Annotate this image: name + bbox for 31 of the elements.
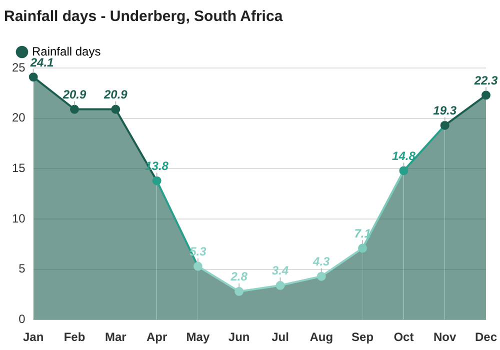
point [481,90,490,100]
data-label: 4.3 [312,254,330,269]
data-label: 2.8 [230,270,248,284]
data-label: 22.3 [473,73,498,88]
y-tick-label: 5 [18,262,26,276]
y-tick-label: 20 [12,110,26,125]
y-tick-label: 0 [18,312,26,326]
data-label: 19.3 [433,104,457,118]
y-tick-label: 10 [12,211,26,226]
x-tick-label: Jan [23,330,44,344]
x-tick-label: Apr [146,330,168,344]
y-tick-label: 15 [12,160,26,175]
point [111,104,120,114]
point [70,104,79,114]
data-label: 20.9 [62,88,86,102]
data-label: 20.9 [102,88,128,102]
point [28,72,38,82]
chart-title: Rainfall days - Underberg, South Africa [4,8,284,26]
y-tick-label: 25 [12,60,26,74]
x-tick-label: Dec [474,330,498,344]
x-tick-label: May [186,330,210,344]
x-tick-label: Jun [228,330,250,344]
x-tick-label: Oct [394,330,414,344]
data-label: 14.8 [392,148,416,163]
x-tick-label: Feb [64,330,86,344]
x-tick-label: Aug [310,330,334,344]
x-tick-label: Sep [352,330,374,344]
x-tick-label: Jul [272,330,289,344]
x-tick-label: Mar [104,330,127,344]
x-tick-label: Nov [434,330,457,344]
data-label: 3.4 [272,264,289,278]
